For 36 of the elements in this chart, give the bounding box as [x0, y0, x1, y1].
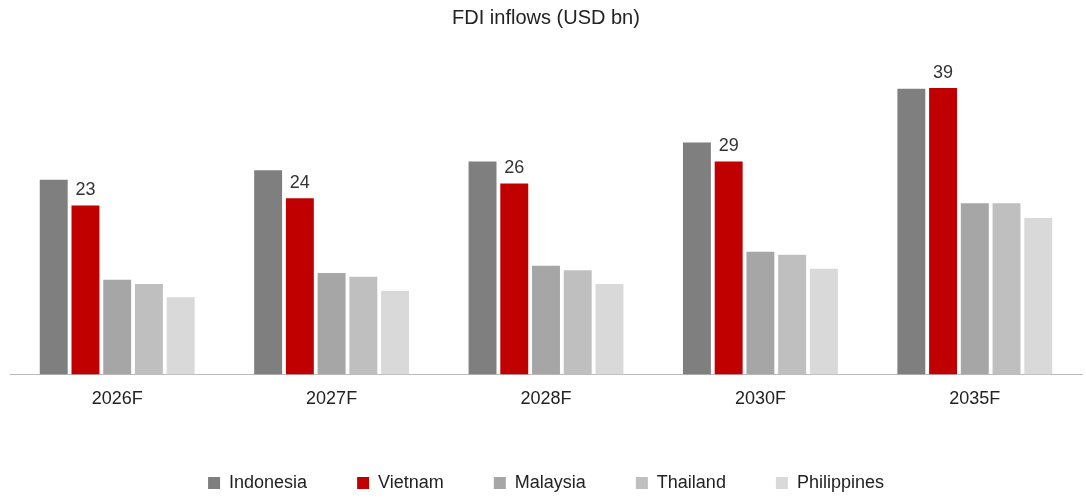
data-label: 26 [504, 157, 525, 178]
bar [166, 297, 195, 375]
bar [317, 273, 346, 375]
chart-title: FDI inflows (USD bn) [452, 5, 640, 28]
legend-label: Malaysia [514, 471, 587, 492]
bar [960, 203, 989, 375]
bar [1024, 218, 1053, 375]
legend-label: Indonesia [229, 471, 309, 492]
bar [39, 179, 68, 375]
bar [929, 88, 958, 375]
bar [254, 170, 283, 375]
data-label: 23 [75, 179, 96, 200]
data-label: 39 [933, 62, 954, 83]
x-tick-label: 2026F [91, 388, 143, 409]
bar [714, 161, 743, 375]
bar [103, 279, 132, 375]
x-tick-label: 2028F [520, 388, 572, 409]
bar [532, 265, 560, 375]
bar [897, 88, 926, 375]
bar [809, 268, 838, 375]
x-tick-label: 2030F [734, 388, 786, 409]
legend-label: Philippines [796, 471, 884, 492]
data-label: 29 [718, 135, 739, 156]
bar [468, 161, 497, 375]
bar [746, 251, 775, 375]
bar [500, 183, 529, 375]
bar [595, 284, 624, 375]
x-tick-label: 2027F [306, 388, 358, 409]
legend-label: Thailand [656, 471, 726, 492]
bar [71, 205, 100, 375]
data-label: 24 [289, 172, 310, 193]
bar [682, 142, 711, 375]
bar [285, 198, 314, 375]
bar [381, 290, 410, 375]
x-tick-label: 2035F [949, 388, 1001, 409]
legend-label: Vietnam [378, 471, 444, 492]
